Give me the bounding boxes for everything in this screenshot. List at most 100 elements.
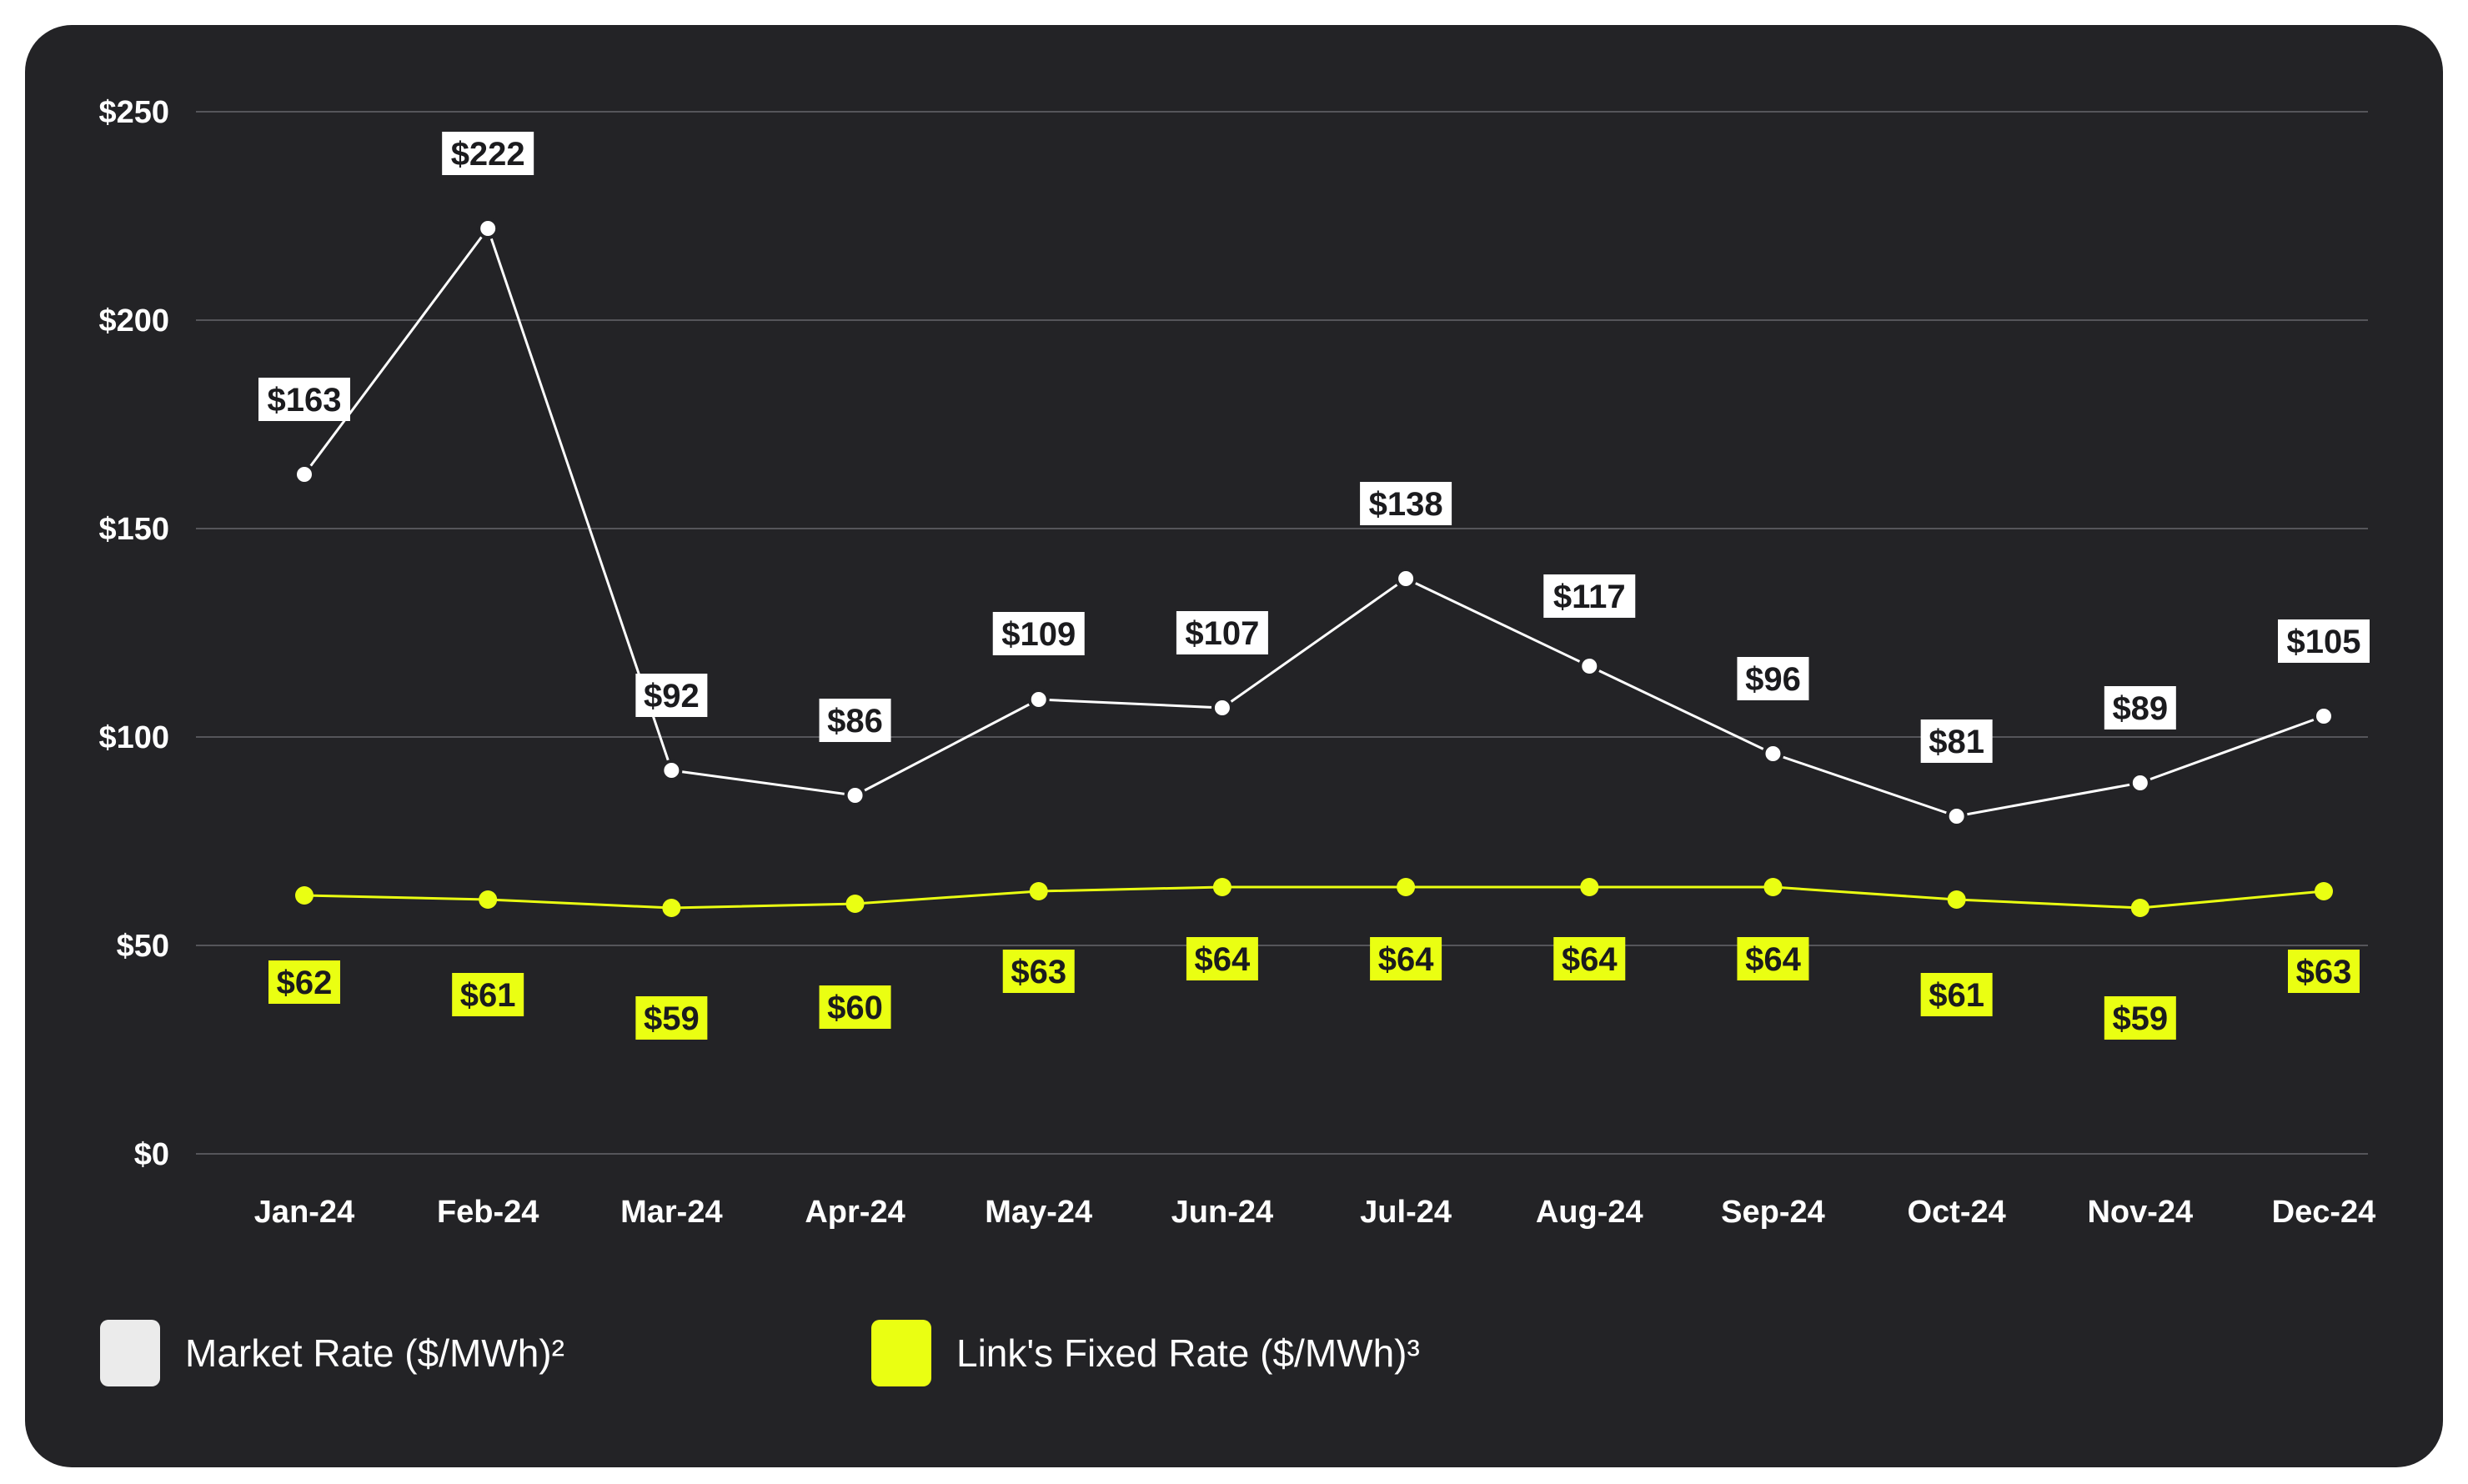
legend-item-market: Market Rate ($/MWh)² [100,1320,564,1386]
chart-card: $0 $50 $100 $150 $200 $250 Jan-24 Feb-24 Mar-24… [25,25,2443,1467]
fixed-rate-label-bg [268,960,340,1004]
x-tick-label: Feb-24 [437,1195,539,1230]
market-rate-data-label: $138 [1369,486,1443,523]
x-axis-tick-labels: Jan-24 Feb-24 Mar-24 Apr-24 May-24 Jun-24 Jul-… [254,1195,2376,1230]
fixed-rate-point [1763,878,1783,896]
market-rate-data-label: $81 [1929,724,1984,760]
x-tick-label: Sep-24 [1721,1195,1825,1230]
fixed-rate-label-bg [452,973,524,1016]
x-tick-label: Mar-24 [620,1195,723,1230]
fixed-rate-label-bg [819,985,891,1029]
fixed-rate-data-label: $64 [1562,941,1618,978]
market-rate-label-bg [992,612,1085,655]
market-rate-label-bg [1543,574,1636,618]
fixed-rate-data-label: $60 [827,990,883,1026]
y-tick-label: $50 [117,929,169,964]
fixed-rate-data-label: $64 [1378,941,1434,978]
market-rate-data-label: $86 [827,703,883,739]
fixed-rate-data-label: $63 [1011,954,1066,990]
legend-label-market: Market Rate ($/MWh)² [185,1331,564,1375]
fixed-rate-data-label: $61 [460,977,516,1014]
market-rate-label-bg [2278,619,2370,663]
x-tick-label: Apr-24 [805,1195,905,1230]
market-rate-point [660,760,683,781]
market-rate-point [1027,689,1050,710]
market-rate-data-label: $105 [2287,624,2361,660]
x-tick-label: Jun-24 [1171,1195,1273,1230]
market-rate-point [1762,743,1784,765]
fixed-rate-data-label: $64 [1195,941,1251,978]
market-rate-point [477,218,499,239]
fixed-rate-point [1580,878,1599,896]
fixed-rate-label-bg [1002,950,1075,993]
x-tick-label: Nov-24 [2087,1195,2193,1230]
x-tick-label: Oct-24 [1907,1195,2005,1230]
y-tick-label: $0 [134,1137,169,1172]
market-rate-data-label: $89 [2112,690,2168,727]
legend-item-fixed: Link's Fixed Rate ($/MWh)³ [871,1320,1420,1386]
market-rate-data-label: $222 [451,136,525,173]
market-rate-label-bg [1360,482,1452,525]
market-rate-point [293,464,315,485]
y-axis-tick-labels: $0 $50 $100 $150 $200 $250 [98,95,169,1172]
market-rate-label-bg [1737,657,1809,700]
fixed-rate-point [1212,878,1231,896]
market-rate-label-bg [635,674,708,717]
market-rate-data-label: $109 [1001,616,1076,653]
market-rate-point [1945,805,1968,827]
fixed-rate-data-label: $64 [1745,941,1801,978]
fixed-rate-data-label: $63 [2296,954,2352,990]
market-rate-label-bg [819,699,891,742]
fixed-rate-point [479,890,498,909]
market-rate-data-label: $96 [1745,661,1801,698]
fixed-rate-point [295,886,314,905]
fixed-rate-data-label: $61 [1929,977,1984,1014]
market-rate-data-label: $92 [644,678,700,714]
fixed-rate-label-bg [1186,937,1258,980]
market-rate-data-label: $107 [1185,615,1259,652]
y-tick-label: $200 [98,303,169,338]
y-tick-label: $150 [98,512,169,547]
y-tick-label: $100 [98,720,169,755]
fixed-rate-label-bg [1370,937,1442,980]
x-tick-label: Aug-24 [1536,1195,1643,1230]
x-tick-label: Jul-24 [1360,1195,1452,1230]
fixed-rate-label-bg [2288,950,2360,993]
y-tick-label: $250 [98,95,169,130]
market-rate-point [1578,655,1601,677]
series-group [293,218,2335,917]
fixed-rate-label-bg [1920,973,1993,1016]
x-tick-label: Jan-24 [254,1195,354,1230]
data-labels: $163 $222 $92 $86 $109 $107 $138 $117 $96 $81 $89 $… [258,132,2370,1040]
x-tick-label: May-24 [985,1195,1092,1230]
market-rate-label-bg [1920,719,1993,763]
x-tick-label: Dec-24 [2272,1195,2376,1230]
fixed-rate-label-bg [1737,937,1809,980]
fixed-rate-point [2130,899,2149,917]
market-rate-point [844,785,866,806]
market-rate-label-bg [1176,611,1268,654]
fixed-rate-point [2315,882,2333,900]
fixed-rate-point [1029,882,1048,900]
legend-swatch-fixed [871,1320,931,1386]
market-rate-label-bg [2104,686,2176,729]
market-rate-point [2129,772,2151,794]
fixed-rate-point [662,899,681,917]
market-rate-point [2313,705,2335,727]
fixed-rate-data-label: $62 [277,965,333,1001]
fixed-rate-label-bg [1553,937,1626,980]
fixed-rate-point [845,895,865,913]
market-rate-point [1211,697,1233,719]
fixed-rate-data-label: $59 [644,1000,700,1037]
market-rate-data-label: $163 [268,382,342,419]
fixed-rate-data-label: $59 [2112,1000,2168,1037]
market-rate-data-label: $117 [1553,579,1626,615]
market-rate-point [1395,568,1417,589]
fixed-rate-label-bg [635,996,708,1040]
line-chart: $0 $50 $100 $150 $200 $250 Jan-24 Feb-24 Mar-24… [98,95,2376,1230]
fixed-rate-point [1397,878,1416,896]
fixed-rate-line [303,885,2325,910]
legend-swatch-market [100,1320,160,1386]
fixed-rate-point [1947,890,1966,909]
legend-label-fixed: Link's Fixed Rate ($/MWh)³ [956,1331,1420,1375]
